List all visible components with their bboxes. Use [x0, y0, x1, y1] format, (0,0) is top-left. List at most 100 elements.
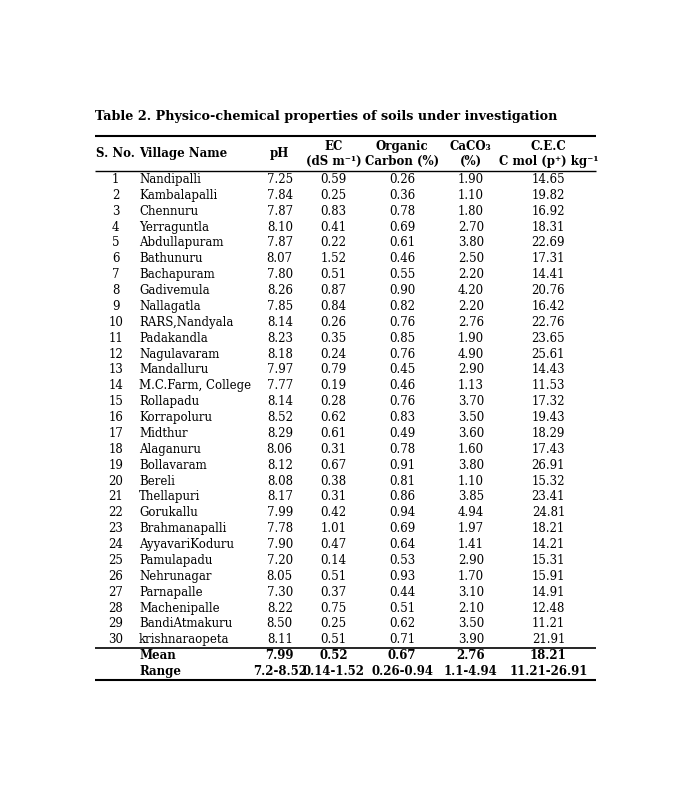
Text: Thellapuri: Thellapuri	[139, 490, 200, 504]
Text: Bathunuru: Bathunuru	[139, 252, 203, 266]
Text: 0.44: 0.44	[389, 586, 415, 599]
Text: 8.50: 8.50	[267, 618, 293, 630]
Text: Alaganuru: Alaganuru	[139, 442, 201, 456]
Text: krishnaraopeta: krishnaraopeta	[139, 634, 230, 646]
Text: 19.43: 19.43	[532, 411, 565, 424]
Text: 2: 2	[112, 189, 119, 201]
Text: 25.61: 25.61	[532, 347, 565, 361]
Text: 7.87: 7.87	[267, 205, 293, 217]
Text: 23.65: 23.65	[532, 331, 565, 345]
Text: 26.91: 26.91	[532, 458, 565, 472]
Text: Bereli: Bereli	[139, 474, 175, 488]
Text: 1.10: 1.10	[458, 189, 484, 201]
Text: 2.10: 2.10	[458, 602, 484, 615]
Text: 0.61: 0.61	[320, 427, 346, 440]
Text: Range: Range	[139, 665, 181, 678]
Text: 8.23: 8.23	[267, 331, 293, 345]
Text: 8.05: 8.05	[267, 570, 293, 583]
Text: 8.14: 8.14	[267, 316, 293, 329]
Text: 0.84: 0.84	[320, 300, 346, 313]
Text: 18.31: 18.31	[532, 220, 565, 234]
Text: BandiAtmakuru: BandiAtmakuru	[139, 618, 233, 630]
Text: 7.99: 7.99	[267, 506, 293, 519]
Text: 3.70: 3.70	[458, 395, 484, 408]
Text: 0.46: 0.46	[389, 252, 415, 266]
Text: 1: 1	[112, 173, 119, 186]
Text: 0.61: 0.61	[389, 236, 415, 250]
Text: 21.91: 21.91	[532, 634, 565, 646]
Text: Nehrunagar: Nehrunagar	[139, 570, 212, 583]
Text: 0.82: 0.82	[389, 300, 415, 313]
Text: 14.65: 14.65	[532, 173, 565, 186]
Text: Gadivemula: Gadivemula	[139, 284, 210, 297]
Text: 15: 15	[108, 395, 123, 408]
Text: 0.31: 0.31	[320, 490, 346, 504]
Text: 0.26: 0.26	[320, 316, 346, 329]
Text: 16.42: 16.42	[532, 300, 565, 313]
Text: 2.76: 2.76	[456, 649, 485, 662]
Text: 0.69: 0.69	[389, 220, 415, 234]
Text: 3.10: 3.10	[458, 586, 484, 599]
Text: Rollapadu: Rollapadu	[139, 395, 200, 408]
Text: 16.92: 16.92	[532, 205, 565, 217]
Text: 0.90: 0.90	[389, 284, 415, 297]
Text: 23: 23	[108, 523, 123, 535]
Text: 1.60: 1.60	[458, 442, 484, 456]
Text: 1.52: 1.52	[320, 252, 346, 266]
Text: Parnapalle: Parnapalle	[139, 586, 203, 599]
Text: 19: 19	[108, 458, 123, 472]
Text: 0.67: 0.67	[320, 458, 346, 472]
Text: 18.21: 18.21	[532, 523, 565, 535]
Text: 0.28: 0.28	[320, 395, 346, 408]
Text: Brahmanapalli: Brahmanapalli	[139, 523, 226, 535]
Text: Pamulapadu: Pamulapadu	[139, 554, 212, 567]
Text: 7.85: 7.85	[267, 300, 293, 313]
Text: 1.90: 1.90	[458, 173, 484, 186]
Text: 0.51: 0.51	[320, 268, 346, 282]
Text: 30: 30	[108, 634, 123, 646]
Text: 6: 6	[112, 252, 119, 266]
Text: 0.14: 0.14	[320, 554, 346, 567]
Text: 0.78: 0.78	[389, 205, 415, 217]
Text: 12: 12	[109, 347, 123, 361]
Text: 0.62: 0.62	[320, 411, 346, 424]
Text: 7.80: 7.80	[267, 268, 293, 282]
Text: 3.80: 3.80	[458, 458, 484, 472]
Text: 8.18: 8.18	[267, 347, 293, 361]
Text: 1.01: 1.01	[320, 523, 346, 535]
Text: 22.69: 22.69	[532, 236, 565, 250]
Text: 2.90: 2.90	[458, 554, 484, 567]
Text: 0.52: 0.52	[319, 649, 348, 662]
Text: 26: 26	[108, 570, 123, 583]
Text: CaCO₃
(%): CaCO₃ (%)	[450, 140, 491, 168]
Text: M.C.Farm, College: M.C.Farm, College	[139, 379, 251, 393]
Text: 0.26-0.94: 0.26-0.94	[371, 665, 433, 678]
Text: 9: 9	[112, 300, 119, 313]
Text: 11.53: 11.53	[532, 379, 565, 393]
Text: 0.25: 0.25	[320, 618, 346, 630]
Text: 0.31: 0.31	[320, 442, 346, 456]
Text: 0.26: 0.26	[389, 173, 415, 186]
Text: 0.78: 0.78	[389, 442, 415, 456]
Text: 2.90: 2.90	[458, 363, 484, 377]
Text: 7.2-8.52: 7.2-8.52	[253, 665, 307, 678]
Text: Padakandla: Padakandla	[139, 331, 208, 345]
Text: 24: 24	[108, 538, 123, 551]
Text: 0.55: 0.55	[389, 268, 415, 282]
Text: 2.76: 2.76	[458, 316, 484, 329]
Text: 3.85: 3.85	[458, 490, 484, 504]
Text: Village Name: Village Name	[139, 147, 227, 160]
Text: Kambalapalli: Kambalapalli	[139, 189, 217, 201]
Text: 8.08: 8.08	[267, 474, 293, 488]
Text: 0.45: 0.45	[389, 363, 415, 377]
Text: 4.20: 4.20	[458, 284, 484, 297]
Text: 0.75: 0.75	[320, 602, 346, 615]
Text: 1.10: 1.10	[458, 474, 484, 488]
Text: 3.60: 3.60	[458, 427, 484, 440]
Text: 29: 29	[108, 618, 123, 630]
Text: 0.42: 0.42	[320, 506, 346, 519]
Text: 0.62: 0.62	[389, 618, 415, 630]
Text: 24.81: 24.81	[532, 506, 565, 519]
Text: 14.41: 14.41	[532, 268, 565, 282]
Text: Abdullapuram: Abdullapuram	[139, 236, 224, 250]
